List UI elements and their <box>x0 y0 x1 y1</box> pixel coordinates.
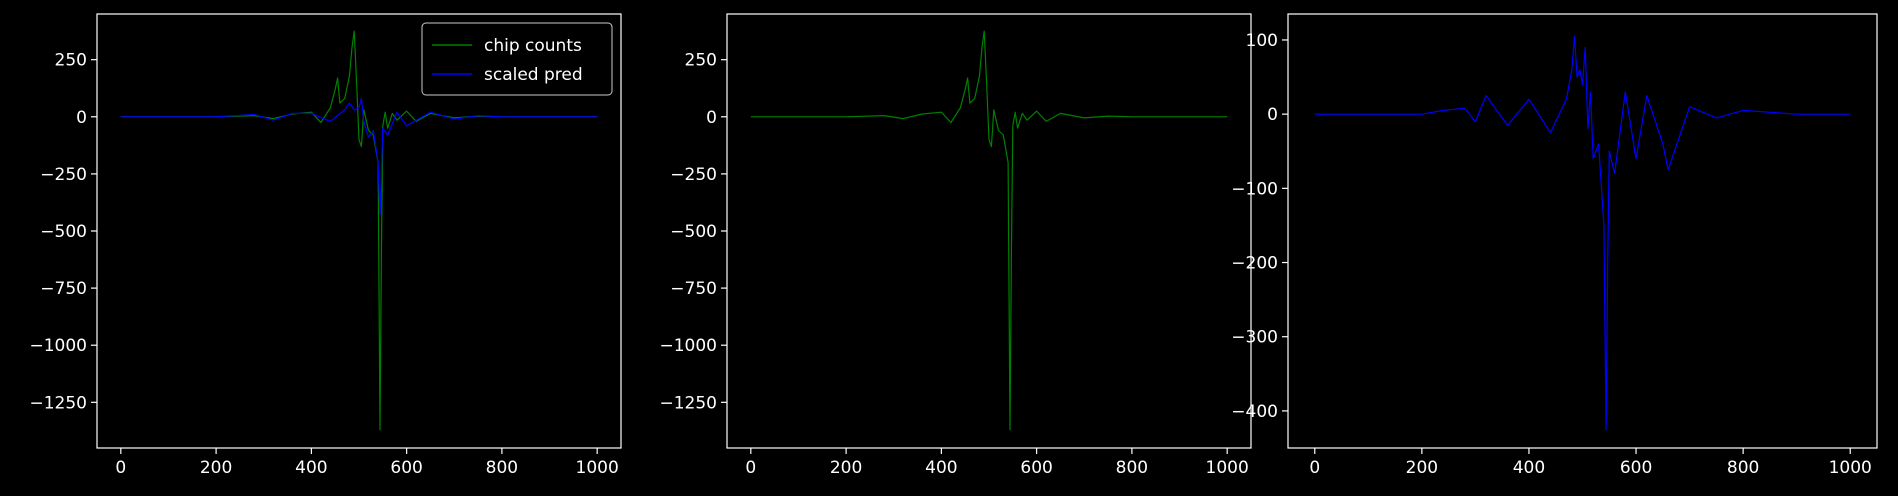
axes-frame <box>1287 13 1878 449</box>
y-tick-label: −1000 <box>29 336 87 356</box>
series-line-1 <box>750 30 1228 431</box>
x-tick-label: 800 <box>1727 458 1759 478</box>
x-tick-label: 200 <box>1406 458 1438 478</box>
x-tick-label: 1000 <box>1206 458 1249 478</box>
x-tick-label: 1000 <box>576 458 619 478</box>
series-line-1 <box>1314 35 1851 431</box>
y-tick-label: 0 <box>706 108 717 128</box>
chart-1: 0 200 400 600 800 1000 −1250 −1000 −750 −500 −250 0… <box>29 13 622 478</box>
y-tick-label: 250 <box>685 51 717 71</box>
x-tick-label: 0 <box>115 458 126 478</box>
x-tick-label: 1000 <box>1829 458 1872 478</box>
chart-3: 0 200 400 600 800 1000 −400 −300 −200 −100 0 100 <box>1231 13 1878 478</box>
y-tick-label: 250 <box>55 51 87 71</box>
legend: chip counts scaled pred <box>421 22 613 96</box>
y-tick-label: −400 <box>1231 402 1278 422</box>
x-tick-label: 400 <box>925 458 957 478</box>
y-tick-label: −500 <box>670 222 717 242</box>
x-tick-label: 600 <box>1620 458 1652 478</box>
x-tick-label: 200 <box>830 458 862 478</box>
plots: 0 200 400 600 800 1000−1250−1000−750−500−2500… <box>29 13 1878 478</box>
y-tick-label: −250 <box>40 165 87 185</box>
y-tick-label: −750 <box>670 279 717 299</box>
legend-label: chip counts <box>484 36 582 56</box>
legend-box <box>421 22 613 96</box>
x-tick-label: 0 <box>1309 458 1320 478</box>
y-tick-label: −250 <box>670 165 717 185</box>
chart-2: 0 200 400 600 800 1000 −1250 −1000 −750 −500 −250 0… <box>659 13 1252 478</box>
y-tick-label: −750 <box>40 279 87 299</box>
y-tick-label: −100 <box>1231 179 1278 199</box>
x-tick-label: 400 <box>295 458 327 478</box>
x-tick-label: 200 <box>200 458 232 478</box>
x-tick-label: 800 <box>486 458 518 478</box>
x-tick-label: 0 <box>745 458 756 478</box>
x-tick-label: 400 <box>1513 458 1545 478</box>
y-tick-label: −500 <box>40 222 87 242</box>
x-tick-label: 600 <box>1020 458 1052 478</box>
y-tick-label: −1250 <box>29 393 87 413</box>
y-tick-label: 100 <box>1246 31 1278 51</box>
legend-label: scaled pred <box>484 65 583 85</box>
y-tick-label: −200 <box>1231 254 1278 274</box>
y-tick-label: −300 <box>1231 328 1278 348</box>
y-tick-label: 0 <box>76 108 87 128</box>
series-line-2 <box>120 97 598 216</box>
y-tick-label: −1000 <box>659 336 717 356</box>
y-tick-label: −1250 <box>659 393 717 413</box>
x-tick-label: 800 <box>1116 458 1148 478</box>
x-tick-label: 600 <box>390 458 422 478</box>
y-tick-label: 0 <box>1267 105 1278 125</box>
